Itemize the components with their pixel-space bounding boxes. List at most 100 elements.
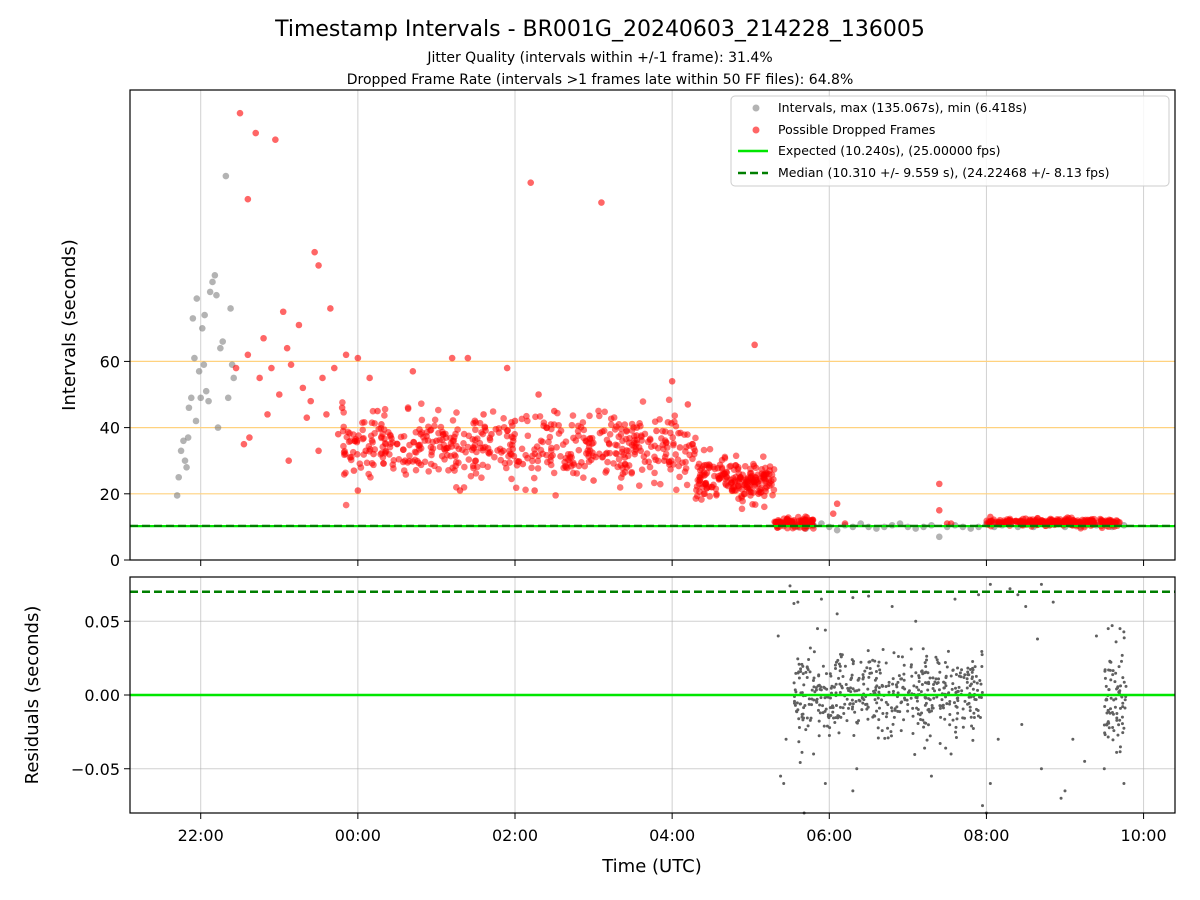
residual-point [917,676,921,680]
residual-point [776,634,780,638]
residual-point [967,673,971,677]
chart-subtitle-2: Dropped Frame Rate (intervals >1 frames … [347,72,854,88]
residual-point [1106,708,1110,712]
residual-point [1110,624,1114,628]
residual-point [807,697,811,701]
dropped-frame-point [750,460,757,468]
residual-point [893,707,897,711]
interval-point [205,397,212,405]
dropped-frame-point [486,436,494,444]
intervals-y-label: Intervals (seconds) [59,239,80,411]
residual-point [960,668,964,672]
dropped-frame-point [774,516,782,524]
residual-point [979,682,983,686]
dropped-frame-point [370,450,377,458]
dropped-frame-point [411,456,419,464]
residual-point [902,672,906,676]
residual-point [792,602,796,606]
interval-point [202,387,210,395]
residual-point [884,661,888,665]
residual-point [1105,723,1109,727]
residual-point [796,600,800,604]
dropped-frame-point [602,450,610,458]
dropped-frame-point [633,424,641,431]
residual-point [954,672,958,676]
residual-point [968,705,972,709]
dropped-frame-point [665,396,673,404]
dropped-frame-point [562,463,570,471]
dropped-frame-point [406,441,413,449]
dropped-frame-point [590,477,597,484]
residual-point [812,650,816,654]
dropped-frame-point [488,430,495,438]
residual-point [896,691,900,695]
residual-point [808,718,812,722]
dropped-frame-point [480,411,487,418]
dropped-frame-point [346,454,354,461]
residual-point [844,682,848,686]
residual-point [1115,750,1119,754]
residual-point [822,685,826,689]
residual-point [822,724,826,728]
intervals-y-ticks: 0 20 40 60 [100,352,130,570]
dropped-frame-point [607,415,615,423]
residual-point [944,674,948,678]
svg-text:Expected (10.240s), (25.00000: Expected (10.240s), (25.00000 fps) [778,143,1000,158]
residual-point [973,697,977,701]
residual-point [819,685,823,689]
dropped-frame-point [692,495,700,502]
residual-point [808,646,812,650]
x-tick-label: 08:00 [963,826,1009,845]
residual-point [834,691,838,695]
dropped-frame-point [663,444,671,451]
residual-point [911,714,915,718]
dropped-frame-point [264,411,271,418]
residual-point [944,684,948,688]
interval-point [177,447,185,455]
residual-point [836,716,840,720]
dropped-frame-point [423,432,430,440]
residual-point [896,709,900,713]
dropped-frame-point [401,457,409,465]
residual-point [1114,697,1118,701]
dropped-frame-point [1038,516,1045,524]
dropped-frame-point [476,439,484,447]
dropped-frame-point [460,440,467,447]
residual-point [801,672,805,676]
residual-point [875,701,879,705]
residual-point [824,707,828,711]
residual-point [810,688,814,692]
residual-point [939,715,943,719]
residual-point [967,701,971,705]
residual-point [1119,659,1123,663]
dropped-frame-point [417,430,425,438]
residual-point [933,689,937,693]
legend-item-expected: Expected (10.240s), (25.00000 fps) [738,143,1000,158]
dropped-frame-point [303,414,311,421]
residual-point [812,698,816,702]
dropped-frame-point [616,484,624,491]
dropped-frame-point [443,444,450,452]
dropped-frame-point [1006,516,1014,524]
residual-point [849,686,853,690]
dropped-frame-point [354,354,362,362]
residual-point [877,686,881,690]
residual-point [827,733,831,737]
dropped-frame-point [638,466,646,473]
residual-point [843,664,847,668]
residual-point [807,658,811,662]
residual-point [975,681,979,685]
residual-point [955,717,959,721]
dropped-frame-point [327,305,334,312]
dropped-frame-point [299,384,307,392]
dropped-frame-point [660,457,668,465]
dropped-frame-point [670,441,677,449]
residual-point [896,680,900,684]
residual-point [1024,605,1028,608]
interval-point [211,272,219,279]
residual-point [931,706,935,710]
residual-point [845,697,849,701]
residual-point [807,702,811,706]
y-tick-label: 0.05 [84,612,120,631]
dropped-frame-point [295,321,303,329]
